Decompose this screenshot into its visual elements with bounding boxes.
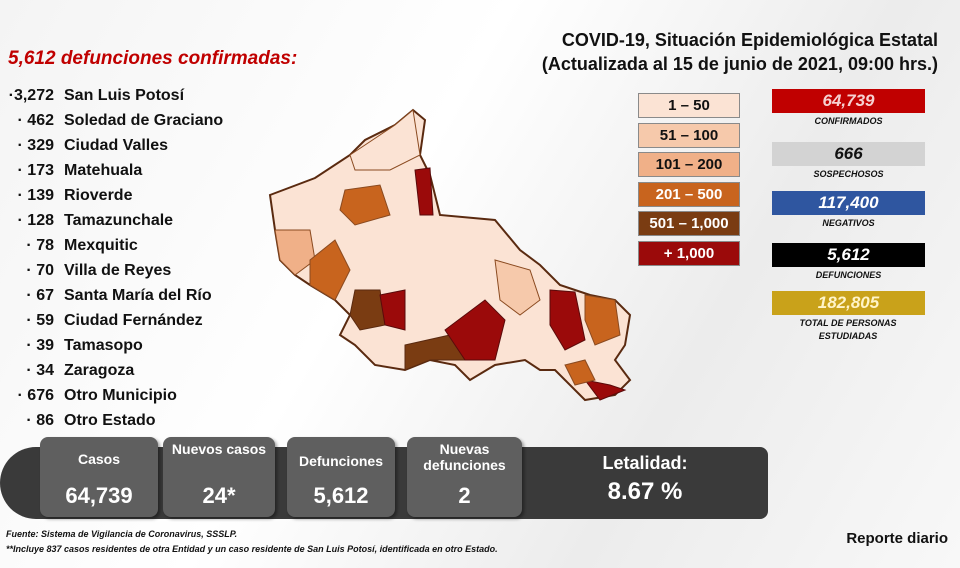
legend-item: 51 – 100: [638, 122, 740, 148]
stat-value: 117,400: [772, 191, 925, 215]
map-region: [414, 167, 434, 216]
map-region: [379, 289, 406, 331]
municipality-name: Ciudad Fernández: [64, 312, 203, 329]
municipality-item: ·3,272 San Luis Potosí: [8, 87, 184, 112]
municipality-name: Zaragoza: [64, 362, 135, 379]
footer-notes: Fuente: Sistema de Vigilancia de Coronav…: [6, 527, 498, 557]
municipality-item: · 70 Villa de Reyes: [8, 262, 171, 287]
nuevos-casos-label: Nuevos casos: [171, 441, 267, 457]
municipality-count: · 78: [26, 237, 54, 254]
municipality-item: · 676 Otro Municipio: [8, 387, 177, 412]
municipality-count: · 67: [26, 287, 54, 304]
municipality-count: · 86: [26, 412, 54, 429]
deaths-heading: 5,612 defunciones confirmadas:: [8, 48, 298, 69]
legend-item: 101 – 200: [638, 152, 740, 177]
source-text: Fuente: Sistema de Vigilancia de Coronav…: [6, 529, 238, 539]
municipality-name: Villa de Reyes: [64, 262, 172, 279]
municipality-name: Mexquitic: [64, 237, 138, 254]
municipality-item: · 139 Rioverde: [8, 187, 133, 212]
card-defunciones: Defunciones 5,612: [287, 437, 395, 517]
legend-item: 201 – 500: [638, 181, 740, 207]
municipality-name: Matehuala: [64, 162, 143, 179]
municipality-count: · 676: [17, 387, 54, 404]
map-region: [564, 359, 596, 386]
letalidad-label: Letalidad:: [602, 453, 688, 473]
municipality-count: · 59: [26, 312, 54, 329]
state-map: [268, 108, 632, 402]
municipality-count: · 139: [17, 187, 54, 204]
card-casos: Casos 64,739: [40, 437, 158, 517]
nuevas-defunciones-label: Nuevas defunciones: [423, 441, 506, 473]
municipality-name: Santa María del Río: [64, 287, 212, 304]
municipality-name: Tamasopo: [64, 337, 143, 354]
stat-label: CONFIRMADOS: [814, 116, 883, 126]
legend-item: + 1,000: [638, 240, 740, 266]
municipality-name: Otro Estado: [64, 412, 156, 429]
map-region: [549, 289, 586, 351]
card-nuevas-defunciones: Nuevas defunciones 2: [407, 437, 522, 517]
municipality-item: · 86 Otro Estado: [8, 412, 156, 437]
stat-value: 182,805: [772, 291, 925, 315]
casos-value: 64,739: [65, 483, 133, 508]
map-region: [584, 294, 621, 346]
municipality-name: Tamazunchale: [64, 212, 174, 229]
municipality-name: Rioverde: [64, 187, 133, 204]
municipality-count: · 462: [17, 112, 54, 129]
map-region: [274, 229, 316, 276]
map-region: [404, 334, 466, 371]
page-title: COVID-19, Situación Epidemiológica Estat…: [542, 28, 938, 76]
legend-item: 501 – 1,000: [638, 211, 740, 236]
map-region: [309, 239, 351, 301]
municipality-item: · 173 Matehuala: [8, 162, 143, 187]
municipality-item: · 59 Ciudad Fernández: [8, 312, 203, 337]
municipality-name: Ciudad Valles: [64, 137, 169, 154]
map-region: [349, 109, 421, 171]
municipality-item: · 34 Zaragoza: [8, 362, 134, 387]
letalidad-value: 8.67 %: [607, 478, 683, 505]
nuevos-casos-value: 24*: [202, 483, 236, 508]
map-region: [339, 184, 391, 226]
title-line-2: (Actualizada al 15 de junio de 2021, 09:…: [541, 54, 938, 74]
municipality-name: Otro Municipio: [64, 387, 177, 404]
municipality-count: · 34: [26, 362, 54, 379]
municipality-item: · 329 Ciudad Valles: [8, 137, 169, 162]
defunciones-label: Defunciones: [298, 453, 383, 469]
stat-label: TOTAL DE PERSONAS ESTUDIADAS: [799, 318, 897, 341]
casos-label: Casos: [77, 451, 121, 467]
municipality-item: · 78 Mexquitic: [8, 237, 138, 262]
stat-label: NEGATIVOS: [822, 218, 875, 228]
report-label: Reporte diario: [846, 530, 948, 547]
card-nuevos-casos: Nuevos casos 24*: [163, 437, 275, 517]
stat-value: 64,739: [772, 89, 925, 113]
note-text: **Incluye 837 casos residentes de otra E…: [6, 544, 498, 554]
map-region: [494, 259, 541, 316]
municipality-name: Soledad de Graciano: [64, 112, 224, 129]
letalidad-block: Letalidad: 8.67 %: [530, 447, 760, 519]
stat-value: 5,612: [772, 243, 925, 267]
stat-label: DEFUNCIONES: [815, 270, 882, 280]
map-region: [444, 299, 506, 361]
municipality-item: · 67 Santa María del Río: [8, 287, 212, 312]
map-region: [349, 289, 386, 331]
map-region: [583, 379, 627, 401]
municipality-count: · 39: [26, 337, 54, 354]
legend-item: 1 – 50: [638, 93, 740, 118]
municipality-count: · 128: [17, 212, 54, 229]
municipality-count: · 173: [17, 162, 54, 179]
defunciones-value: 5,612: [313, 483, 369, 508]
nuevas-defunciones-value: 2: [458, 483, 471, 508]
municipality-count: · 329: [17, 137, 54, 154]
municipality-count: · 70: [26, 262, 54, 279]
municipality-item: · 39 Tamasopo: [8, 337, 143, 362]
municipality-count: ·3,272: [8, 87, 54, 104]
title-line-1: COVID-19, Situación Epidemiológica Estat…: [561, 30, 938, 50]
stat-label: SOSPECHOSOS: [813, 169, 884, 179]
municipality-item: · 462 Soledad de Graciano: [8, 112, 224, 137]
municipality-name: San Luis Potosí: [64, 87, 185, 104]
stat-value: 666: [772, 142, 925, 166]
municipality-item: · 128 Tamazunchale: [8, 212, 174, 237]
